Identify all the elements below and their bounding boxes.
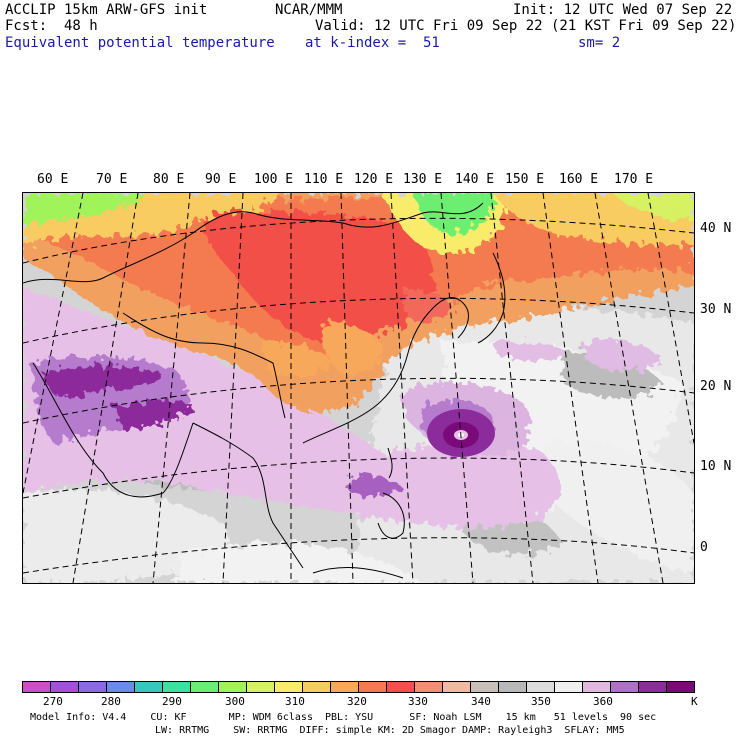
level-info: at k-index = 51 bbox=[305, 35, 440, 51]
colorbar-label: 290 bbox=[162, 695, 182, 708]
theta-e-map bbox=[23, 193, 694, 583]
graticule bbox=[23, 193, 694, 583]
lon-label: 150 E bbox=[505, 172, 545, 187]
lon-label: 170 E bbox=[614, 172, 654, 187]
smoothing-info: sm= 2 bbox=[578, 35, 621, 51]
lon-label: 60 E bbox=[37, 172, 69, 187]
lon-label: 130 E bbox=[403, 172, 443, 187]
lon-label: 80 E bbox=[153, 172, 185, 187]
colorbar-cell bbox=[107, 682, 135, 692]
colorbar-cell bbox=[611, 682, 639, 692]
lon-label: 160 E bbox=[559, 172, 599, 187]
colorbar-cell bbox=[359, 682, 387, 692]
colorbar-label: 350 bbox=[531, 695, 551, 708]
colorbar-cell bbox=[527, 682, 555, 692]
colorbar-label: 310 bbox=[285, 695, 305, 708]
field-shading bbox=[23, 193, 694, 583]
forecast-hour: Fcst: 48 h bbox=[5, 18, 98, 34]
lat-label: 30 N bbox=[700, 302, 732, 317]
coastlines bbox=[23, 202, 506, 579]
colorbar-cell bbox=[499, 682, 527, 692]
colorbar-cell bbox=[387, 682, 415, 692]
colorbar-label: 340 bbox=[471, 695, 491, 708]
map-panel bbox=[22, 192, 695, 584]
colorbar-cell bbox=[583, 682, 611, 692]
colorbar-cell bbox=[191, 682, 219, 692]
colorbar-cell bbox=[23, 682, 51, 692]
lon-label: 70 E bbox=[96, 172, 128, 187]
colorbar-label: 270 bbox=[43, 695, 63, 708]
lon-label: 140 E bbox=[455, 172, 495, 187]
colorbar-cell bbox=[51, 682, 79, 692]
colorbar-cell bbox=[219, 682, 247, 692]
init-time: Init: 12 UTC Wed 07 Sep 22 bbox=[513, 2, 733, 18]
colorbar-cell bbox=[471, 682, 499, 692]
colorbar-cell bbox=[415, 682, 443, 692]
colorbar-cell bbox=[247, 682, 275, 692]
colorbar-cell bbox=[303, 682, 331, 692]
colorbar-cell bbox=[555, 682, 583, 692]
field-name: Equivalent potential temperature bbox=[5, 35, 275, 51]
lon-label: 110 E bbox=[304, 172, 344, 187]
lon-label: 120 E bbox=[354, 172, 394, 187]
colorbar-cell bbox=[135, 682, 163, 692]
lat-label: 20 N bbox=[700, 379, 732, 394]
colorbar-cell bbox=[331, 682, 359, 692]
colorbar-label: 330 bbox=[408, 695, 428, 708]
model-info-line1: Model Info: V4.4 CU: KF MP: WDM 6class P… bbox=[30, 712, 657, 723]
model-title: ACCLIP 15km ARW-GFS init bbox=[5, 2, 208, 18]
colorbar-cell bbox=[443, 682, 471, 692]
org-label: NCAR/MMM bbox=[275, 2, 343, 18]
colorbar-label: 300 bbox=[225, 695, 245, 708]
colorbar-label: 280 bbox=[101, 695, 121, 708]
model-info-line2: LW: RRTMG SW: RRTMG DIFF: simple KM: 2D … bbox=[155, 725, 625, 736]
colorbar bbox=[22, 681, 695, 693]
valid-time: Valid: 12 UTC Fri 09 Sep 22 (21 KST Fri … bbox=[315, 18, 737, 34]
colorbar-cell bbox=[275, 682, 303, 692]
colorbar-label: 320 bbox=[347, 695, 367, 708]
colorbar-cell bbox=[79, 682, 107, 692]
colorbar-cell bbox=[163, 682, 191, 692]
lon-label: 100 E bbox=[254, 172, 294, 187]
lon-label: 90 E bbox=[205, 172, 237, 187]
colorbar-cell bbox=[639, 682, 667, 692]
colorbar-label: 360 bbox=[593, 695, 613, 708]
colorbar-unit: K bbox=[691, 695, 698, 708]
colorbar-cell bbox=[667, 682, 694, 692]
lat-label: 0 bbox=[700, 540, 708, 555]
lat-label: 40 N bbox=[700, 221, 732, 236]
lat-label: 10 N bbox=[700, 459, 732, 474]
